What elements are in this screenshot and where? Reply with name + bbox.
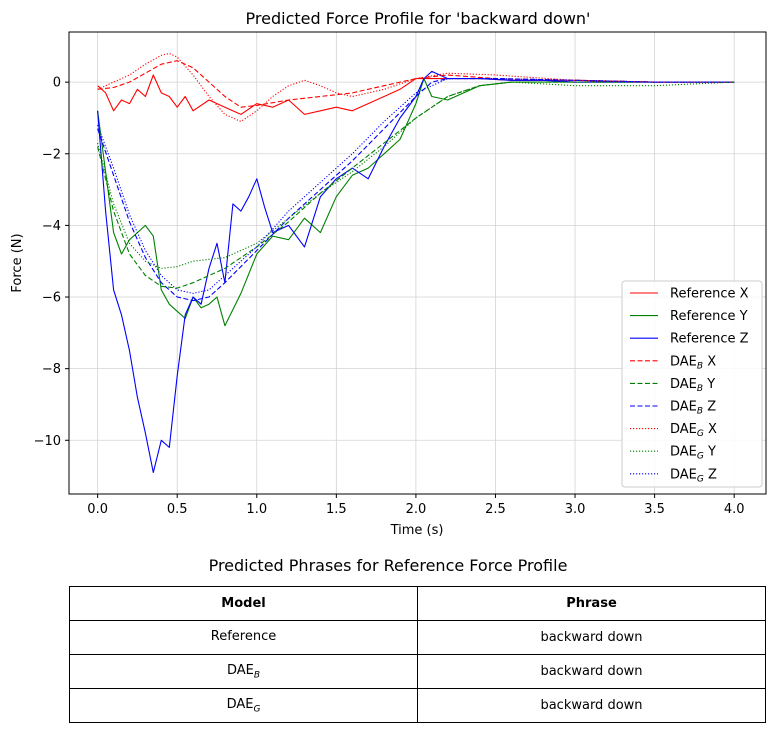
series-line: [97, 81, 735, 269]
series-line: [97, 78, 735, 294]
plot-frame: [68, 31, 767, 495]
series-line: [97, 60, 735, 108]
x-axis-ticks: 0.0 0.5 1.0 1.5 2.0 2.5 3.0 3.5 4.0: [87, 494, 745, 517]
x-tick-label: 3.5: [644, 502, 665, 517]
y-axis-ticks: 0 −2 −4 −6 −8 −10: [34, 76, 69, 449]
legend-label: Reference X: [670, 287, 749, 302]
phrase-cell: backward down: [417, 654, 766, 689]
model-cell: DAEB: [69, 654, 418, 689]
series-line: [97, 78, 735, 327]
table-row: DAEB backward down: [69, 654, 766, 689]
header-model: Model: [69, 586, 418, 621]
legend-label: DAEG Y: [670, 445, 716, 462]
y-tick-label: 0: [53, 76, 61, 91]
x-tick-label: 1.5: [326, 502, 347, 517]
x-tick-label: 2.5: [485, 502, 506, 517]
legend-label: DAEB Y: [670, 377, 715, 394]
series-lines: [97, 52, 735, 474]
table-row: Reference backward down: [69, 620, 766, 655]
phrases-table: Model Phrase Reference backward down DAE…: [69, 586, 766, 723]
legend-label: DAEG Z: [670, 467, 717, 484]
x-tick-label: 0.0: [87, 502, 108, 517]
model-cell: DAEG: [69, 688, 418, 723]
legend-label: DAEB Z: [670, 400, 716, 417]
table-title: Predicted Phrases for Reference Force Pr…: [208, 556, 568, 575]
y-tick-label: −8: [42, 362, 61, 377]
series-line: [97, 52, 735, 123]
x-tick-label: 2.0: [406, 502, 427, 517]
y-axis-label: Force (N): [10, 233, 25, 292]
x-axis-label: Time (s): [390, 523, 444, 538]
legend-label: DAEB X: [670, 354, 716, 371]
table-header-row: Model Phrase: [69, 586, 766, 621]
legend-label: Reference Y: [670, 309, 748, 324]
header-phrase: Phrase: [417, 586, 766, 621]
table-row: DAEG backward down: [69, 688, 766, 723]
series-line: [97, 70, 735, 474]
phrase-cell: backward down: [417, 620, 766, 655]
series-line: [97, 81, 735, 289]
model-cell: Reference: [69, 620, 418, 655]
x-tick-label: 4.0: [724, 502, 745, 517]
x-tick-label: 1.0: [246, 502, 267, 517]
phrase-cell: backward down: [417, 688, 766, 723]
legend-box: [621, 280, 763, 488]
force-profile-chart: Predicted Force Profile for 'backward do…: [10, 9, 767, 538]
legend-label: DAEG X: [670, 422, 717, 439]
x-tick-label: 0.5: [167, 502, 188, 517]
y-tick-label: −4: [42, 219, 61, 234]
legend-label: Reference Z: [670, 332, 749, 347]
y-tick-label: −6: [42, 291, 61, 306]
x-tick-label: 3.0: [565, 502, 586, 517]
y-tick-label: −2: [42, 147, 61, 162]
chart-title: Predicted Force Profile for 'backward do…: [246, 9, 591, 28]
y-tick-label: −10: [34, 434, 61, 449]
legend: Reference X Reference Y Reference Z DAEB X D…: [621, 280, 763, 488]
